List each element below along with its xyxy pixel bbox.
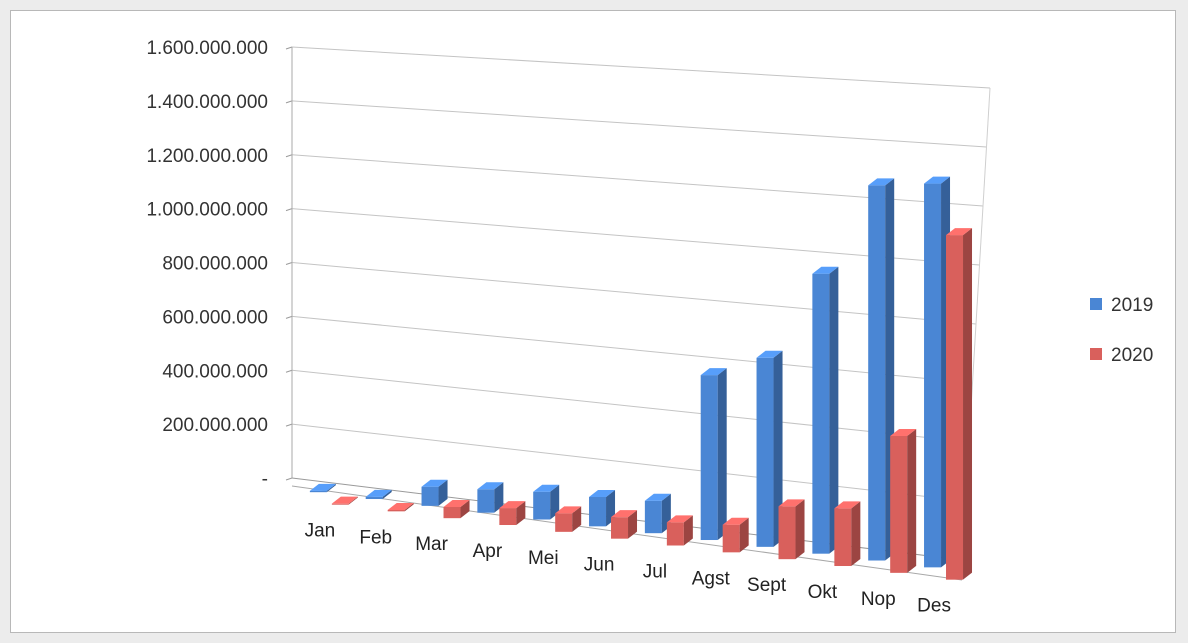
legend-swatch xyxy=(1090,298,1102,310)
x-tick-label: Nop xyxy=(861,589,896,610)
gridline xyxy=(291,208,980,266)
x-tick-label: Sept xyxy=(747,575,787,596)
bar-2019-Sept xyxy=(756,350,783,547)
x-axis-ticks: Jan Feb Mar Apr Mei Jun Jul Agst Sept Okt Nop Des xyxy=(305,520,951,616)
bars xyxy=(309,176,973,580)
bar-2020-Agst xyxy=(722,517,749,553)
bar-2020-Nop xyxy=(890,428,917,573)
x-tick-label: Mar xyxy=(415,534,448,555)
bar-2020-Jun xyxy=(611,510,638,539)
bar-2019-Mar xyxy=(421,479,448,506)
y-tick-label: 200.000.000 xyxy=(162,415,268,436)
y-tick-label: 1.400.000.000 xyxy=(146,92,268,113)
bar-2020-Feb xyxy=(387,502,414,512)
x-tick-label: Agst xyxy=(692,568,731,589)
gridline xyxy=(291,315,973,384)
bar-2020-Des xyxy=(946,228,973,580)
gridline xyxy=(291,46,991,89)
x-tick-label: Jan xyxy=(305,520,336,541)
x-tick-label: Mei xyxy=(528,548,559,569)
bar-2019-Mei xyxy=(533,484,560,520)
bar-2019-Agst xyxy=(700,368,727,541)
bar-2020-Apr xyxy=(499,501,526,526)
bar-2019-Apr xyxy=(477,482,504,513)
y-tick-label: 600.000.000 xyxy=(162,307,268,328)
bar-2019-Nop xyxy=(868,178,895,561)
y-tick-label: 1.000.000.000 xyxy=(146,200,268,221)
legend-label: 2020 xyxy=(1111,345,1153,366)
x-tick-label: Apr xyxy=(473,541,503,562)
y-tick-label: 1.600.000.000 xyxy=(146,38,268,59)
x-tick-label: Okt xyxy=(808,582,838,603)
gridline xyxy=(291,100,987,148)
y-axis-ticks: - 200.000.000 400.000.000 600.000.000 800.00… xyxy=(146,38,268,490)
bar-2019-Jan xyxy=(309,483,336,493)
legend[interactable]: 2019 2020 xyxy=(1090,295,1153,366)
x-tick-label: Feb xyxy=(359,527,392,548)
bar-2019-Okt xyxy=(812,266,839,554)
bar-2020-Mar xyxy=(443,499,470,519)
y-tick-label: - xyxy=(262,469,268,490)
legend-item-2020[interactable]: 2020 xyxy=(1090,345,1153,366)
x-tick-label: Jun xyxy=(584,555,615,576)
gridline xyxy=(291,369,970,443)
legend-item-2019[interactable]: 2019 xyxy=(1090,295,1153,316)
bar-2019-Feb xyxy=(365,489,392,500)
gridline xyxy=(291,423,966,502)
bar-2020-Mei xyxy=(555,506,582,532)
bar-2020-Jan xyxy=(331,496,358,505)
legend-label: 2019 xyxy=(1111,295,1153,316)
bar-2020-Okt xyxy=(834,501,861,567)
gridline xyxy=(291,154,984,207)
bar-2020-Sept xyxy=(778,499,805,560)
y-tick-label: 1.200.000.000 xyxy=(146,146,268,167)
chart-frame xyxy=(10,10,1176,633)
legend-swatch xyxy=(1090,348,1102,360)
bar-2020-Jul xyxy=(666,515,693,546)
x-tick-label: Jul xyxy=(643,561,667,582)
x-tick-label: Des xyxy=(917,596,951,617)
gridline xyxy=(291,262,977,325)
y-tick-label: 800.000.000 xyxy=(162,254,268,275)
y-tick-label: 400.000.000 xyxy=(162,361,268,382)
bar-2019-Jul xyxy=(644,493,671,534)
